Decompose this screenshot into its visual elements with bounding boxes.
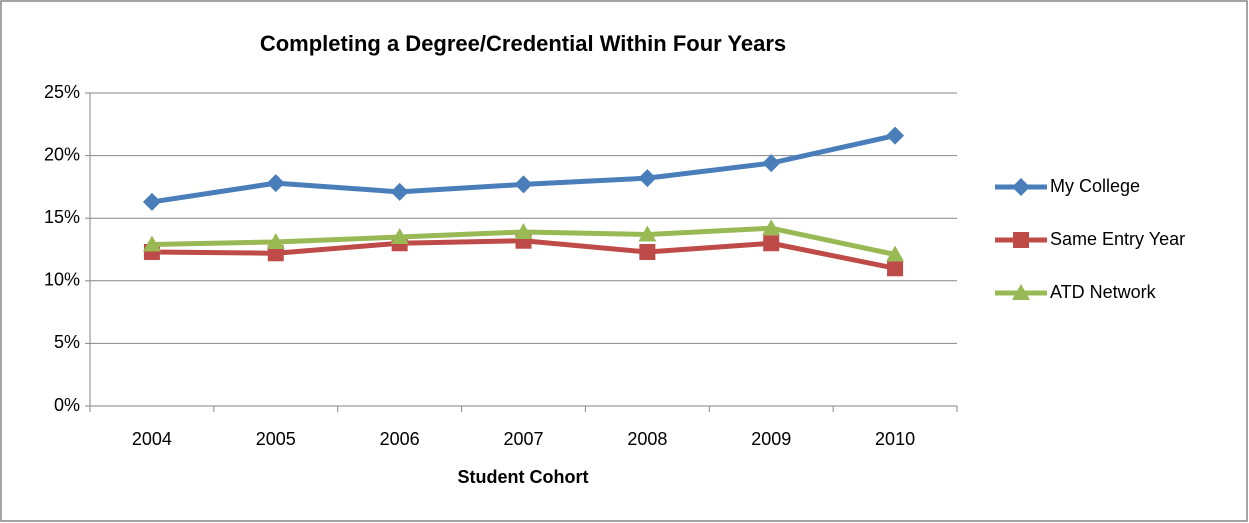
y-tick-label: 0%: [54, 395, 80, 415]
marker: [1012, 178, 1030, 196]
marker: [514, 175, 533, 194]
y-tick-label: 15%: [44, 207, 80, 227]
marker: [638, 225, 657, 242]
marker: [514, 222, 533, 239]
x-axis-label: Student Cohort: [458, 467, 589, 487]
marker: [762, 154, 781, 173]
y-tick-label: 10%: [44, 270, 80, 290]
marker: [267, 245, 284, 262]
x-tick-label: 2008: [627, 429, 667, 449]
marker: [638, 169, 657, 188]
x-tick-label: 2004: [132, 429, 172, 449]
y-tick-label: 20%: [44, 144, 80, 164]
x-tick-label: 2009: [751, 429, 791, 449]
marker: [142, 192, 161, 211]
marker: [390, 227, 409, 244]
marker: [886, 245, 905, 262]
y-tick-label: 5%: [54, 332, 80, 352]
chart-title: Completing a Degree/Credential Within Fo…: [260, 31, 786, 56]
legend-label: Same Entry Year: [1050, 229, 1185, 249]
x-tick-label: 2007: [503, 429, 543, 449]
legend-label: ATD Network: [1050, 282, 1157, 302]
x-tick-label: 2005: [256, 429, 296, 449]
marker: [266, 174, 285, 193]
legend-label: My College: [1050, 176, 1140, 196]
marker: [639, 244, 656, 261]
marker: [763, 235, 780, 252]
marker: [762, 219, 781, 236]
marker: [886, 126, 905, 145]
marker: [1012, 284, 1030, 300]
marker: [266, 232, 285, 249]
x-tick-label: 2010: [875, 429, 915, 449]
marker: [887, 260, 904, 277]
marker: [1013, 232, 1029, 248]
marker: [142, 235, 161, 252]
marker: [390, 182, 409, 201]
x-tick-label: 2006: [380, 429, 420, 449]
y-tick-label: 25%: [44, 82, 80, 102]
